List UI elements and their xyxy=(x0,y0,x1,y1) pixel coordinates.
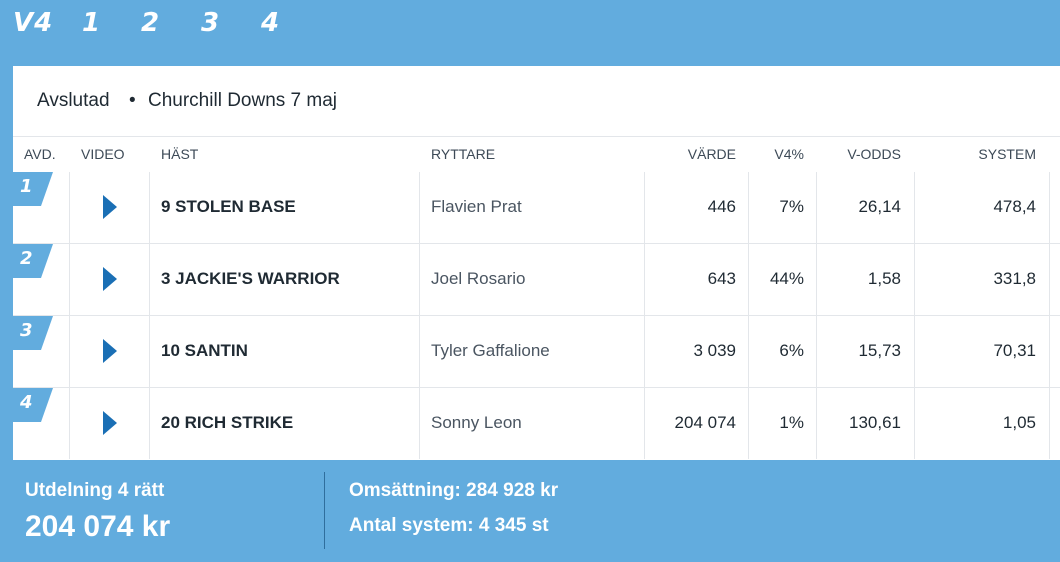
col-odds: V-ODDS xyxy=(847,146,901,162)
footer-divider xyxy=(324,472,325,549)
system-cell: 1,05 xyxy=(1002,413,1036,432)
leg-number: 1 xyxy=(20,176,33,197)
system-cell: 70,31 xyxy=(993,341,1036,360)
horse-name: 9 STOLEN BASE xyxy=(161,197,296,216)
odds-cell: 130,61 xyxy=(849,413,901,432)
tab-leg-4[interactable]: 4 xyxy=(261,8,281,38)
odds-cell: 15,73 xyxy=(858,341,901,360)
header-separator: • xyxy=(129,90,136,111)
leg-number: 4 xyxy=(20,392,33,413)
pct-cell: 7% xyxy=(779,197,804,216)
tab-leg-3[interactable]: 3 xyxy=(201,8,221,38)
rider-name: Tyler Gaffalione xyxy=(431,341,550,360)
odds-cell: 1,58 xyxy=(867,269,901,288)
leg-flag-icon xyxy=(13,172,53,206)
race-title: Churchill Downs 7 maj xyxy=(148,90,338,111)
play-video-icon[interactable] xyxy=(101,410,119,436)
horse-name: 3 JACKIE'S WARRIOR xyxy=(161,269,340,288)
card-header: Avslutad • Churchill Downs 7 maj xyxy=(13,66,1060,137)
pct-cell: 1% xyxy=(779,413,804,432)
value-cell: 643 xyxy=(707,269,736,288)
rider-name: Sonny Leon xyxy=(431,413,522,432)
leg-number: 3 xyxy=(20,320,33,341)
rider-name: Flavien Prat xyxy=(431,197,522,216)
pct-cell: 44% xyxy=(769,269,804,288)
table-row[interactable]: 4 20 RICH STRIKE Sonny Leon 204 074 1% 1… xyxy=(13,388,1060,459)
leg-flag-icon xyxy=(13,244,53,278)
payout-value: 204 074 kr xyxy=(25,510,171,543)
col-system: SYSTEM xyxy=(978,146,1036,162)
value-cell: 446 xyxy=(707,197,736,216)
leg-number: 2 xyxy=(20,248,33,269)
col-avd: AVD. xyxy=(24,146,56,162)
tab-leg-1[interactable]: 1 xyxy=(82,8,102,38)
pct-cell: 6% xyxy=(779,341,804,360)
system-cell: 331,8 xyxy=(993,269,1036,288)
leg-flag-icon xyxy=(13,316,53,350)
col-value: VÄRDE xyxy=(687,146,736,162)
col-video: VIDEO xyxy=(81,146,125,162)
tab-v4[interactable]: V4 xyxy=(13,8,54,38)
payout-label: Utdelning 4 rätt xyxy=(25,480,165,501)
table-row[interactable]: 1 9 STOLEN BASE Flavien Prat 446 7% 26,1… xyxy=(13,172,1060,244)
horse-name: 10 SANTIN xyxy=(161,341,248,360)
leg-flag-icon xyxy=(13,388,53,422)
systems-count-text: Antal system: 4 345 st xyxy=(349,515,549,536)
play-video-icon[interactable] xyxy=(101,194,119,220)
value-cell: 204 074 xyxy=(674,413,736,432)
odds-cell: 26,14 xyxy=(858,197,901,216)
value-cell: 3 039 xyxy=(693,341,736,360)
horse-name: 20 RICH STRIKE xyxy=(161,413,294,432)
play-video-icon[interactable] xyxy=(101,266,119,292)
play-video-icon[interactable] xyxy=(101,338,119,364)
col-horse: HÄST xyxy=(161,146,199,162)
turnover-text: Omsättning: 284 928 kr xyxy=(349,480,559,501)
col-rider: RYTTARE xyxy=(431,146,496,162)
table-header: AVD. VIDEO HÄST RYTTARE VÄRDE V4% V-ODDS… xyxy=(13,137,1060,171)
rider-name: Joel Rosario xyxy=(431,269,526,288)
results-card: Avslutad • Churchill Downs 7 maj AVD. VI… xyxy=(13,66,1060,460)
system-cell: 478,4 xyxy=(993,197,1036,216)
summary-footer: Utdelning 4 rätt 204 074 kr Omsättning: … xyxy=(0,460,1060,562)
race-status: Avslutad xyxy=(37,90,110,111)
table-row[interactable]: 2 3 JACKIE'S WARRIOR Joel Rosario 643 44… xyxy=(13,244,1060,316)
col-pct: V4% xyxy=(774,146,804,162)
tab-leg-2[interactable]: 2 xyxy=(141,8,161,38)
race-tabs: V4 1 2 3 4 xyxy=(0,0,1060,50)
table-row[interactable]: 3 10 SANTIN Tyler Gaffalione 3 039 6% 15… xyxy=(13,316,1060,388)
